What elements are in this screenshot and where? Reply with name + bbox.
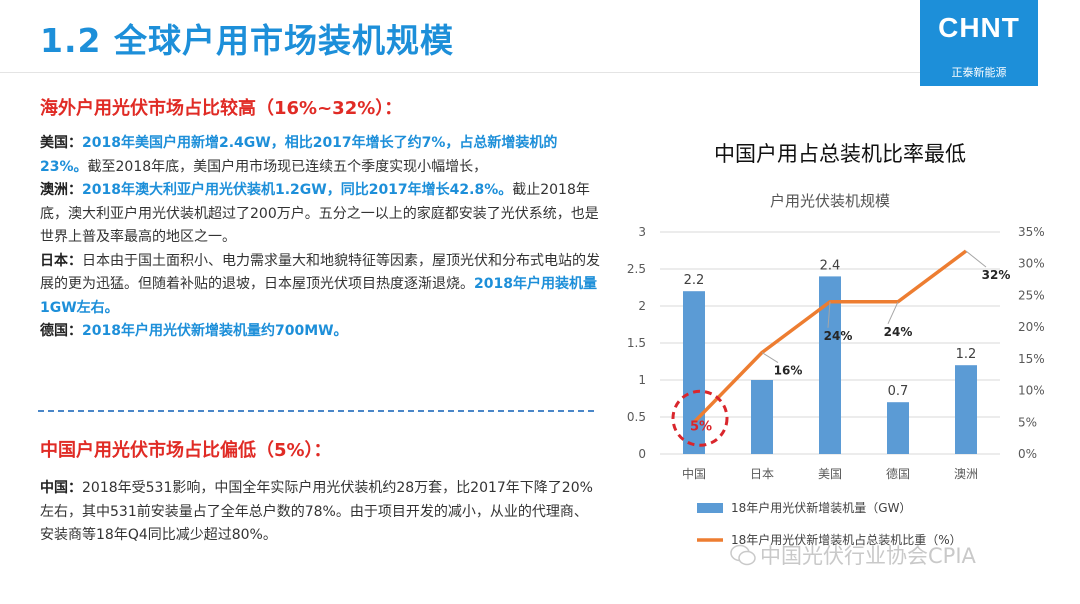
line-data-label: 24%: [824, 329, 853, 343]
x-tick-label: 澳洲: [954, 467, 978, 481]
bar: [887, 402, 909, 454]
china-label: 中国：: [40, 480, 82, 496]
bar-data-label: 0.7: [888, 384, 909, 399]
y-tick-label: 0.5: [627, 410, 646, 424]
x-tick-label: 中国: [682, 466, 706, 481]
label-leader: [827, 301, 831, 328]
bar: [683, 291, 705, 454]
page-title: 1.2 全球户用市场装机规模: [40, 21, 454, 60]
y-tick-label: 3: [638, 225, 646, 239]
line-data-label: 5%: [690, 419, 712, 434]
y2-tick-label: 0%: [1018, 447, 1037, 461]
jp-highlight: 2018年户用装机量1GW左右。: [40, 276, 597, 316]
jp-text: 日本由于国土面积小、电力需求量大和地貌特征等因素，屋顶光伏和分布式电站的发展的更…: [40, 252, 600, 293]
us-highlight: 2018年美国户用新增2.4GW，相比2017年增长了约7%，占总新增装机的23…: [40, 135, 558, 175]
y2-tick-label: 35%: [1018, 225, 1045, 239]
china-heading: 中国户用光伏市场占比偏低（5%）：: [40, 440, 332, 461]
label-leader: [965, 250, 987, 268]
de-highlight: 2018年户用光伏新增装机量约700MW。: [82, 323, 348, 339]
bar-data-label: 2.4: [820, 258, 841, 273]
section-divider: [38, 410, 594, 412]
legend-line-label: 18年户用光伏新增装机占总装机比重（%）: [731, 532, 962, 547]
label-leader: [887, 301, 899, 324]
y-tick-label: 2.5: [627, 262, 646, 276]
bar-data-label: 1.2: [956, 347, 977, 362]
line-data-label: 32%: [982, 268, 1011, 282]
y2-tick-label: 15%: [1018, 352, 1045, 366]
bar: [819, 276, 841, 454]
y-tick-label: 0: [638, 447, 646, 461]
line-data-label: 16%: [774, 364, 803, 378]
us-paragraph: 美国：2018年美国户用新增2.4GW，相比2017年增长了约7%，占总新增装机…: [40, 132, 600, 179]
china-text: 2018年受531影响，中国全年实际户用光伏装机约28万套，比2017年下降了2…: [40, 480, 593, 543]
y2-tick-label: 10%: [1018, 384, 1045, 398]
overseas-body: 美国：2018年美国户用新增2.4GW，相比2017年增长了约7%，占总新增装机…: [40, 132, 600, 344]
de-label: 德国：: [40, 323, 82, 339]
bar: [955, 365, 977, 454]
y2-tick-label: 5%: [1018, 415, 1037, 429]
y-tick-label: 1: [638, 373, 646, 387]
y-tick-label: 1.5: [627, 336, 646, 350]
y2-tick-label: 20%: [1018, 320, 1045, 334]
line-data-label: 24%: [884, 325, 913, 339]
jp-paragraph: 日本：日本由于国土面积小、电力需求量大和地貌特征等因素，屋顶光伏和分布式电站的发…: [40, 250, 600, 321]
logo-subtitle: 正泰新能源: [951, 66, 1007, 79]
bar: [751, 380, 773, 454]
legend-bar-swatch: [697, 503, 723, 513]
au-highlight: 2018年澳大利亚户用光伏装机1.2GW，同比2017年增长42.8%。: [82, 182, 513, 198]
us-label: 美国：: [40, 135, 82, 151]
legend-bar-label: 18年户用光伏新增装机量（GW）: [731, 500, 911, 515]
x-tick-label: 美国: [818, 467, 842, 481]
y-tick-label: 2: [638, 299, 646, 313]
label-leader: [761, 352, 779, 363]
china-body: 中国：2018年受531影响，中国全年实际户用光伏装机约28万套，比2017年下…: [40, 477, 600, 548]
overseas-heading: 海外户用光伏市场占比较高（16%~32%）：: [40, 98, 403, 119]
de-paragraph: 德国：2018年户用光伏新增装机量约700MW。: [40, 320, 600, 344]
title-divider: [0, 72, 936, 73]
chart-container: 户用光伏装机规模 0 0.5 1 1.5 2 2.5 3 0% 5% 10% 15% 20% 25% 30%…: [615, 184, 1065, 554]
y2-tick-label: 30%: [1018, 257, 1045, 271]
x-tick-label: 德国: [886, 466, 910, 481]
jp-label: 日本：: [40, 252, 82, 269]
x-tick-label: 日本: [750, 467, 774, 481]
combo-chart: 户用光伏装机规模00.511.522.530%5%10%15%20%25%30%…: [627, 192, 1045, 547]
au-label: 澳洲：: [40, 182, 82, 198]
logo-brand: CHNT: [938, 12, 1020, 43]
highlight-circle: [671, 389, 729, 447]
china-paragraph: 中国：2018年受531影响，中国全年实际户用光伏装机约28万套，比2017年下…: [40, 477, 600, 548]
source-watermark: 中国光伏行业协会CPIA: [760, 544, 976, 568]
chart-title: 户用光伏装机规模: [770, 192, 890, 210]
au-text: 截止2018年底，澳大利亚户用光伏装机超过了200万户。五分之一以上的家庭都安装…: [40, 182, 599, 245]
company-logo: CHNT 正泰新能源: [920, 0, 1038, 86]
chart-heading: 中国户用占总装机比率最低: [714, 142, 966, 166]
y2-tick-label: 25%: [1018, 288, 1045, 302]
line-series: [692, 249, 968, 424]
wechat-icon: [730, 544, 756, 566]
bar-data-label: 2.2: [684, 273, 705, 288]
us-text: 截至2018年底，美国户用市场现已连续五个季度实现小幅增长，: [87, 158, 488, 175]
au-paragraph: 澳洲：2018年澳大利亚户用光伏装机1.2GW，同比2017年增长42.8%。截…: [40, 179, 600, 250]
